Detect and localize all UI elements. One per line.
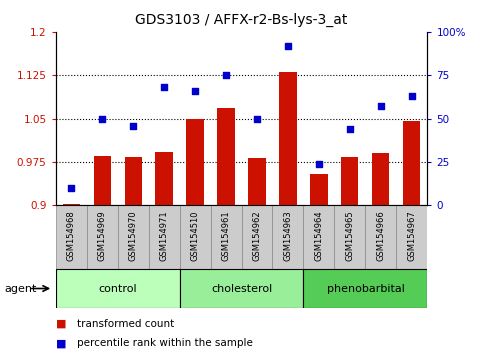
Bar [303,205,334,269]
Bar [180,205,211,269]
Bar [125,157,142,205]
Bar [217,108,235,205]
Text: GSM154962: GSM154962 [253,210,261,261]
Text: GSM154961: GSM154961 [222,210,230,261]
Text: phenobarbital: phenobarbital [327,284,404,293]
Text: GSM154965: GSM154965 [345,210,355,261]
Point [408,93,416,99]
Point [67,185,75,191]
Bar [280,72,297,205]
Bar [242,205,272,269]
Bar [156,152,172,205]
Text: percentile rank within the sample: percentile rank within the sample [77,338,253,348]
Point [191,88,199,94]
Bar [86,205,117,269]
Bar [311,173,327,205]
Text: GSM154967: GSM154967 [408,210,416,261]
Point [129,123,137,129]
Bar [403,121,421,205]
Bar [366,205,397,269]
Point [253,116,261,121]
Text: cholesterol: cholesterol [211,284,272,293]
Bar [117,205,149,269]
Text: agent: agent [5,284,37,293]
Point [160,85,168,90]
Text: ■: ■ [56,338,66,348]
Text: GSM154510: GSM154510 [190,210,199,261]
Text: GSM154971: GSM154971 [159,210,169,261]
Bar [94,156,111,205]
Bar [211,205,242,269]
Text: GDS3103 / AFFX-r2-Bs-lys-3_at: GDS3103 / AFFX-r2-Bs-lys-3_at [135,12,348,27]
Text: GSM154970: GSM154970 [128,210,138,261]
Text: GSM154964: GSM154964 [314,210,324,261]
Point [346,126,354,132]
Text: GSM154969: GSM154969 [98,210,107,261]
Text: GSM154968: GSM154968 [67,210,75,261]
Text: control: control [98,284,137,293]
Bar [56,269,180,308]
Bar [397,205,427,269]
Bar [149,205,180,269]
Text: GSM154963: GSM154963 [284,210,293,261]
Text: ■: ■ [56,319,66,329]
Point [377,104,385,109]
Bar [341,157,358,205]
Point [98,116,106,121]
Bar [303,269,427,308]
Bar [186,119,203,205]
Bar [272,205,303,269]
Bar [180,269,303,308]
Point [284,43,292,48]
Bar [62,204,80,205]
Bar [56,205,86,269]
Text: GSM154966: GSM154966 [376,210,385,261]
Point [315,161,323,166]
Point [222,73,230,78]
Text: transformed count: transformed count [77,319,174,329]
Bar [248,158,266,205]
Bar [334,205,366,269]
Bar [372,153,389,205]
